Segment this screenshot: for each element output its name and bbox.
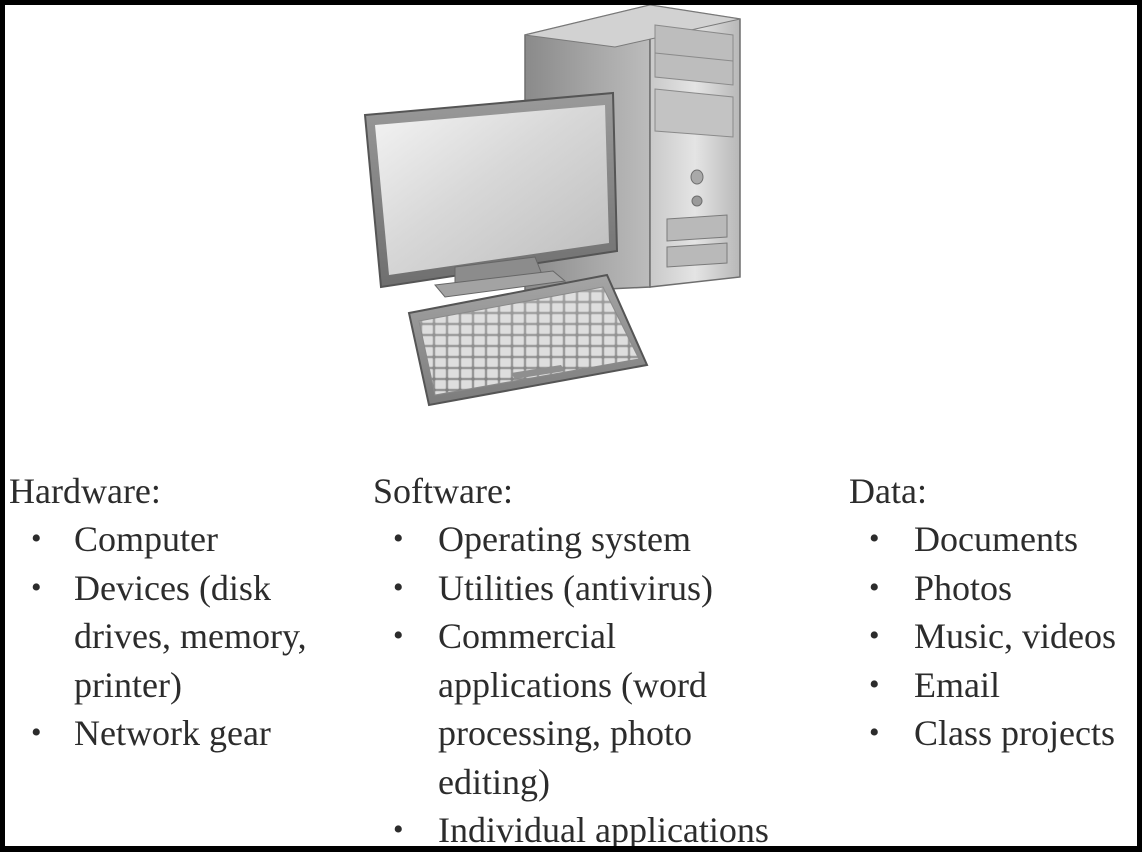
list-item-line: Class projects [914,713,1115,753]
data-list: Documents Photos Music, videos Email Cla… [849,515,1116,758]
monitor [363,91,619,298]
figure-frame: Hardware: Computer Devices (disk drives,… [5,5,1137,846]
hardware-list: Computer Devices (disk drives, memory, p… [9,515,307,758]
list-item: Documents [849,515,1116,564]
list-item: Network gear [9,709,307,758]
list-item-line: Photos [914,567,1013,608]
computer-illustration [363,5,741,407]
list-item: Devices (disk drives, memory, printer) [9,564,307,710]
list-item-line: Devices (disk [74,567,271,608]
list-item-line: drives, memory, [74,616,307,656]
list-item: Commercial applications (word processing… [373,612,769,806]
list-item-line: Network gear [74,713,271,753]
list-item-line: Utilities (antivirus) [438,567,713,608]
keyboard [407,273,649,407]
list-item: Computer [9,515,307,564]
list-item: Email [849,661,1116,710]
list-item: Operating system [373,515,769,564]
software-column: Software: Operating system Utilities (an… [373,467,769,846]
list-item: Photos [849,564,1116,613]
data-heading: Data: [849,471,927,511]
list-item-line: Commercial [438,616,616,656]
hardware-column: Hardware: Computer Devices (disk drives,… [9,467,307,758]
list-item-line: Operating system [438,519,691,559]
software-list: Operating system Utilities (antivirus) C… [373,515,769,846]
data-column: Data: Documents Photos Music, videos Ema… [849,467,1116,758]
list-item-line: printer) [74,664,182,705]
list-item-line: Computer [74,519,218,559]
list-item-line: Documents [914,519,1078,559]
list-item: Class projects [849,709,1116,758]
list-item-line: applications (word [438,664,707,705]
list-item-line: Email [914,664,1000,705]
list-item: Music, videos [849,612,1116,661]
list-item-line: editing) [438,761,550,802]
list-item: Utilities (antivirus) [373,564,769,613]
list-item: Individual applications [373,806,769,846]
list-item-line: Music, videos [914,616,1116,656]
list-item-line: Individual applications [438,810,769,846]
hardware-heading: Hardware: [9,471,161,511]
list-item-line: processing, photo [438,713,692,753]
software-heading: Software: [373,471,513,511]
